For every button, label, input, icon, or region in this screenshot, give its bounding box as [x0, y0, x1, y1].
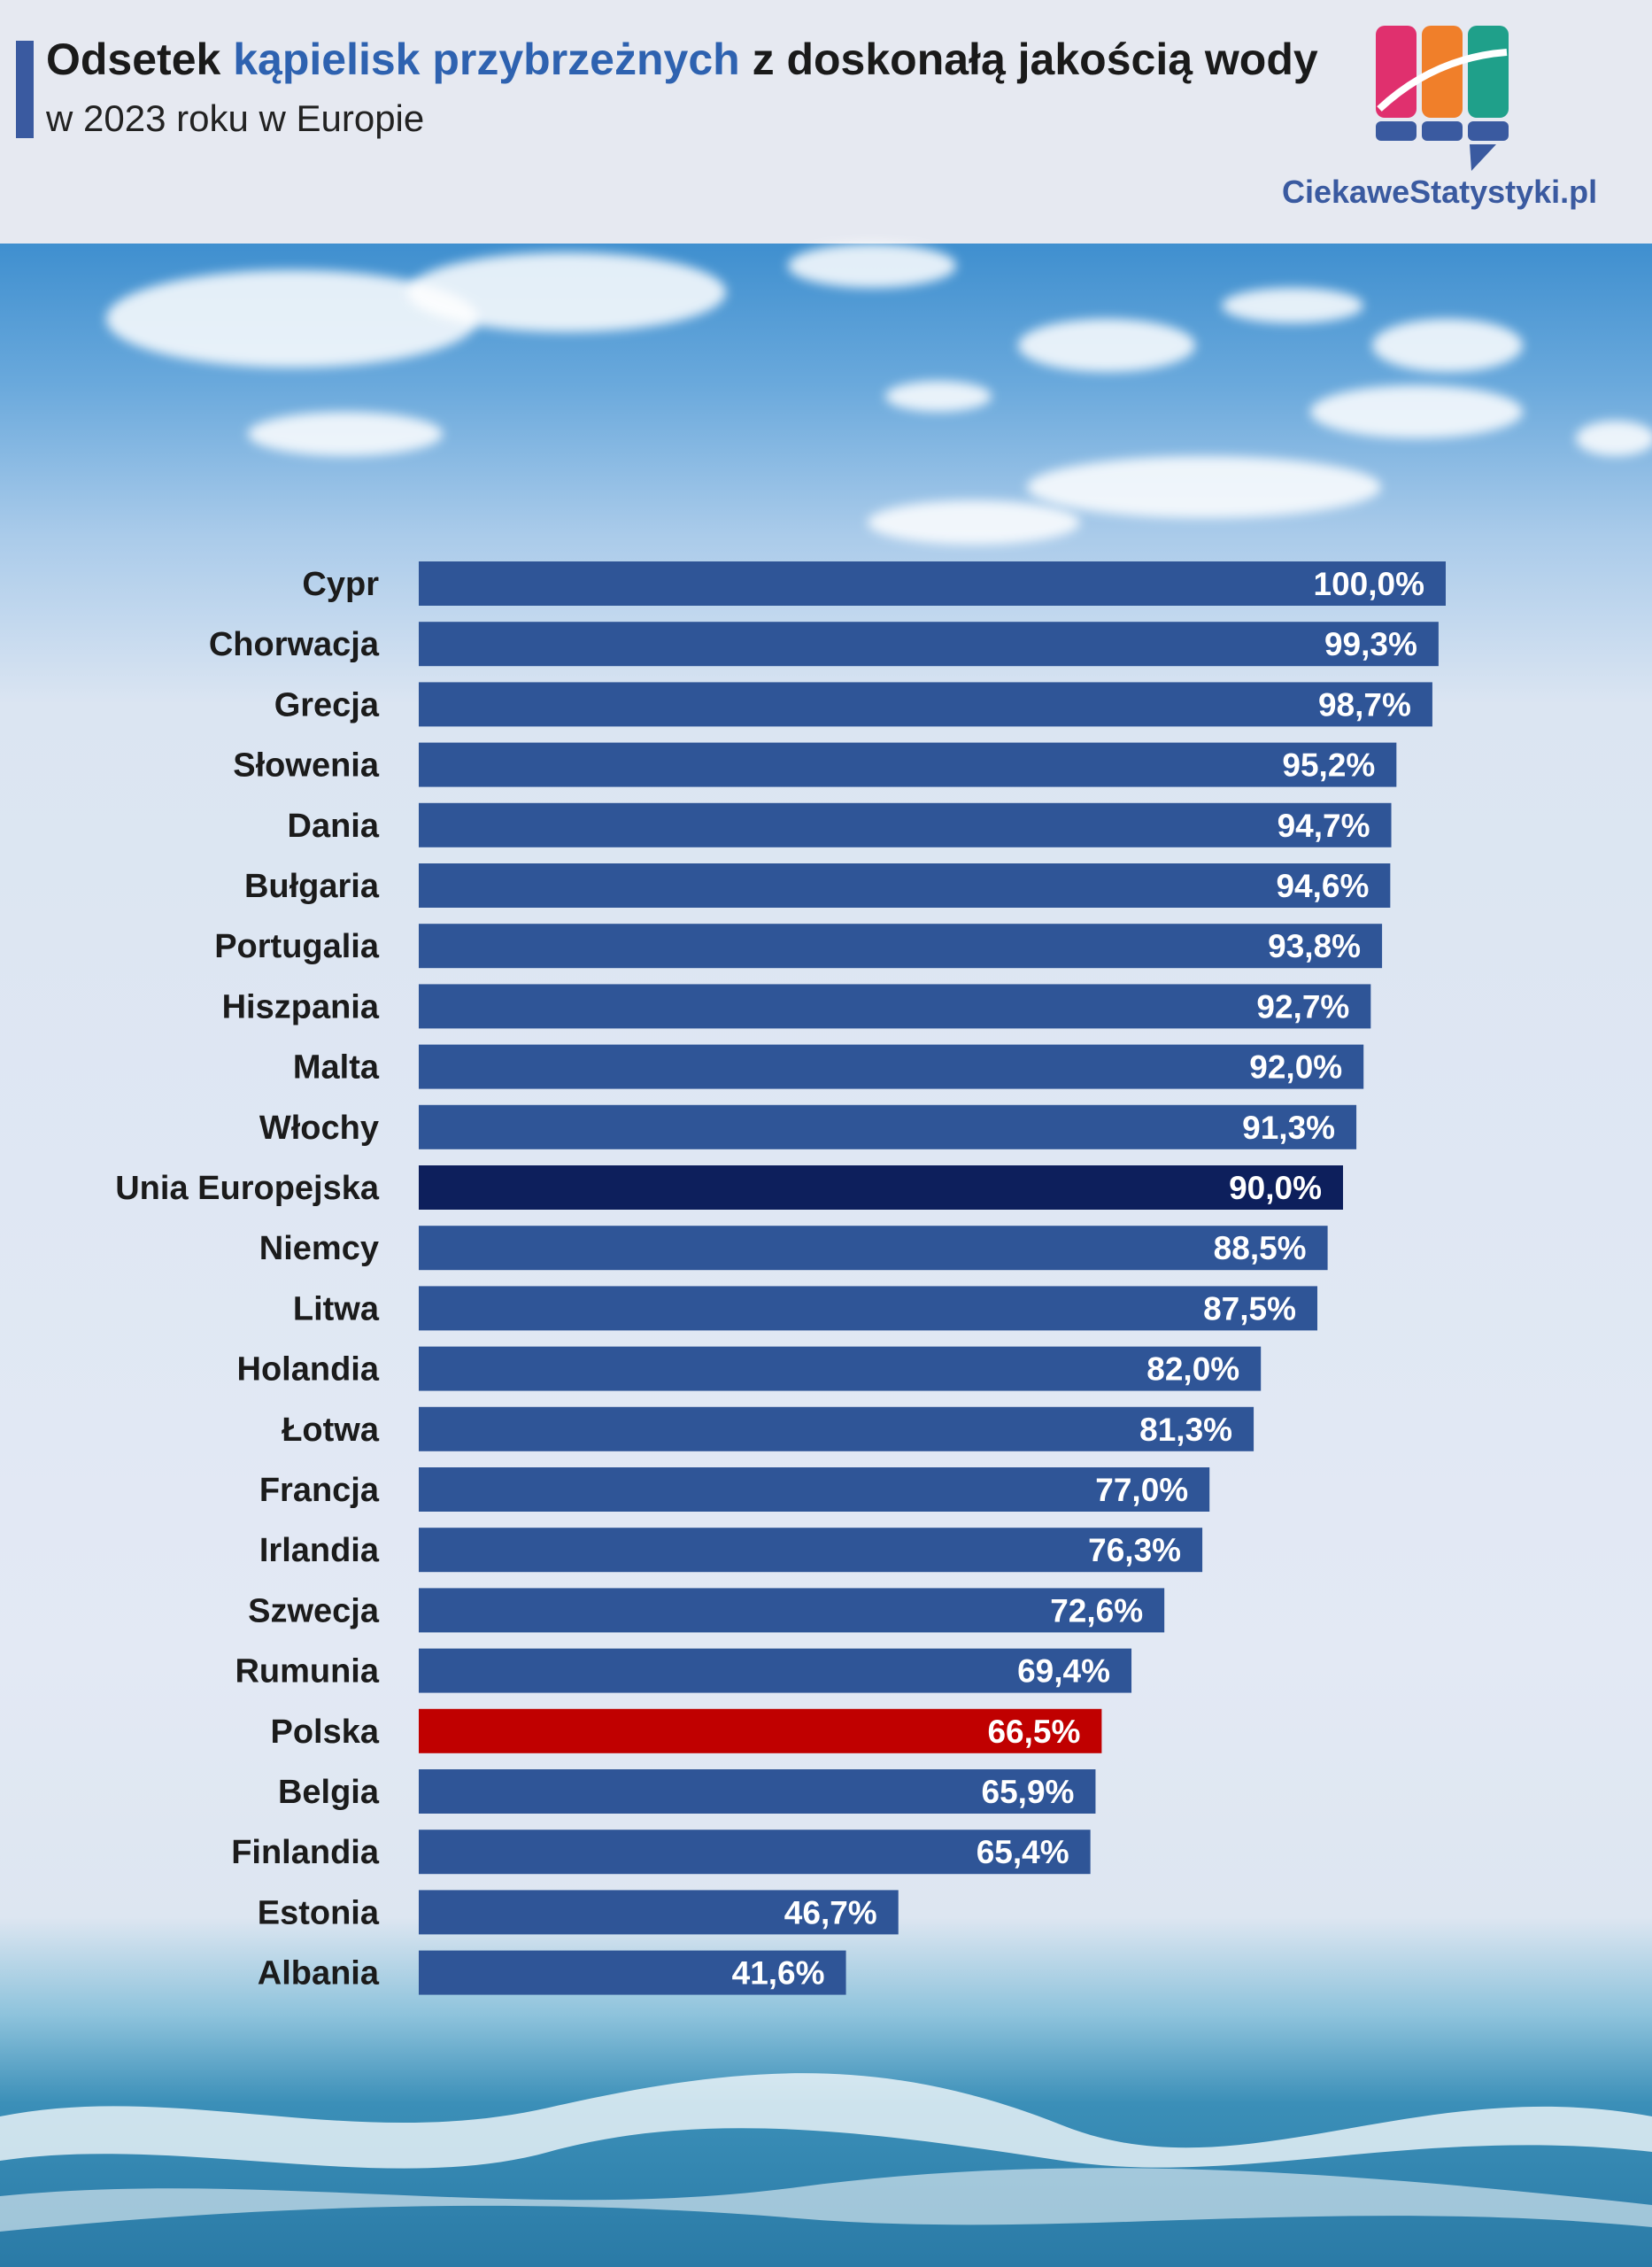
- category-label: Cypr: [302, 566, 379, 603]
- bar: [419, 622, 1439, 667]
- category-label: Estonia: [258, 1894, 380, 1931]
- bar: [419, 863, 1391, 908]
- title-part-2: z doskonałą jakością wody: [739, 35, 1318, 84]
- value-label: 46,7%: [784, 1894, 877, 1930]
- value-label: 81,3%: [1139, 1412, 1232, 1448]
- category-label: Szwecja: [248, 1592, 380, 1629]
- cloud: [1310, 385, 1523, 438]
- value-label: 77,0%: [1095, 1472, 1188, 1508]
- bar: [419, 1467, 1210, 1512]
- bar: [419, 1165, 1343, 1210]
- bar: [419, 1830, 1091, 1875]
- value-label: 98,7%: [1318, 686, 1411, 723]
- value-label: 94,7%: [1278, 808, 1370, 844]
- value-label: 82,0%: [1146, 1351, 1239, 1388]
- value-label: 72,6%: [1050, 1592, 1143, 1629]
- bar: [419, 742, 1397, 787]
- bar: [419, 1708, 1102, 1753]
- title-accent-bar: [16, 41, 34, 138]
- bar: [419, 1044, 1364, 1089]
- value-label: 41,6%: [732, 1955, 825, 1992]
- value-label: 95,2%: [1282, 747, 1375, 784]
- cloud: [885, 381, 992, 412]
- category-label: Hiszpania: [222, 988, 380, 1025]
- category-label: Albania: [258, 1955, 380, 1992]
- category-label: Dania: [288, 808, 380, 845]
- cloud: [1222, 288, 1363, 323]
- title-highlight: kąpielisk przybrzeżnych: [233, 35, 740, 84]
- cloud: [868, 500, 1080, 545]
- cloud: [1027, 456, 1381, 518]
- cloud: [1018, 319, 1195, 372]
- bar: [419, 1528, 1203, 1573]
- bar: [419, 1648, 1132, 1693]
- value-label: 92,7%: [1256, 988, 1349, 1025]
- bar: [419, 1890, 899, 1935]
- category-label: Finlandia: [231, 1834, 380, 1871]
- bar: [419, 1769, 1096, 1814]
- category-label: Irlandia: [259, 1532, 380, 1569]
- category-label: Litwa: [293, 1290, 380, 1327]
- category-label: Łotwa: [282, 1412, 380, 1449]
- value-label: 76,3%: [1088, 1532, 1181, 1568]
- value-label: 91,3%: [1242, 1110, 1335, 1146]
- brand-name: CiekaweStatystyki.pl: [1282, 174, 1598, 210]
- value-label: 94,6%: [1276, 868, 1369, 904]
- value-label: 65,9%: [982, 1774, 1075, 1810]
- value-labels-group: 100,0% 99,3% 98,7% 95,2% 94,7% 94,6% 93,8% 92,7…: [732, 566, 1424, 1992]
- bar: [419, 1104, 1357, 1149]
- category-label: Unia Europejska: [115, 1170, 380, 1207]
- cloud: [407, 252, 726, 332]
- category-label: Portugalia: [214, 928, 380, 965]
- value-label: 93,8%: [1268, 928, 1361, 964]
- bar: [419, 561, 1446, 606]
- category-label: Niemcy: [259, 1230, 379, 1267]
- cloud: [1372, 319, 1523, 372]
- category-label: Francja: [259, 1472, 380, 1509]
- value-label: 100,0%: [1314, 566, 1425, 602]
- value-label: 65,4%: [977, 1834, 1069, 1870]
- value-label: 92,0%: [1249, 1049, 1342, 1086]
- brand-logo-icon: [1376, 26, 1509, 171]
- value-label: 90,0%: [1229, 1170, 1322, 1206]
- bar: [419, 802, 1392, 847]
- value-label: 87,5%: [1203, 1290, 1296, 1327]
- chart-subtitle: w 2023 roku w Europie: [46, 97, 425, 139]
- cloud: [1576, 421, 1652, 456]
- category-label: Chorwacja: [209, 626, 380, 663]
- chart-title: Odsetek kąpielisk przybrzeżnych z doskon…: [46, 34, 1318, 85]
- bar: [419, 984, 1371, 1029]
- bar: [419, 682, 1432, 727]
- cloud: [788, 244, 956, 288]
- category-label: Włochy: [259, 1110, 379, 1147]
- value-label: 66,5%: [987, 1714, 1080, 1750]
- value-label: 69,4%: [1017, 1653, 1110, 1690]
- category-label: Belgia: [278, 1774, 380, 1811]
- bar: [419, 1950, 846, 1995]
- category-label: Polska: [270, 1714, 379, 1751]
- bar: [419, 1286, 1317, 1331]
- title-part-1: Odsetek: [46, 35, 234, 84]
- category-label: Rumunia: [235, 1653, 379, 1691]
- bar: [419, 1226, 1328, 1271]
- bars-group: [419, 561, 1446, 1995]
- header: Odsetek kąpielisk przybrzeżnych z doskon…: [0, 0, 1652, 244]
- category-label: Bułgaria: [244, 868, 380, 905]
- value-label: 99,3%: [1324, 626, 1417, 662]
- bar: [419, 924, 1383, 969]
- bar: [419, 1346, 1262, 1391]
- value-label: 88,5%: [1214, 1230, 1307, 1266]
- category-label: Grecja: [274, 686, 380, 723]
- category-labels-group: Cypr Chorwacja Grecja Słowenia Dania Bułgaria…: [115, 566, 380, 1992]
- category-label: Słowenia: [233, 747, 380, 785]
- category-label: Holandia: [237, 1351, 380, 1389]
- bar: [419, 1406, 1254, 1451]
- category-label: Malta: [293, 1049, 380, 1087]
- bar: [419, 1588, 1165, 1633]
- sea-waves: [0, 2073, 1652, 2232]
- cloud: [248, 412, 443, 456]
